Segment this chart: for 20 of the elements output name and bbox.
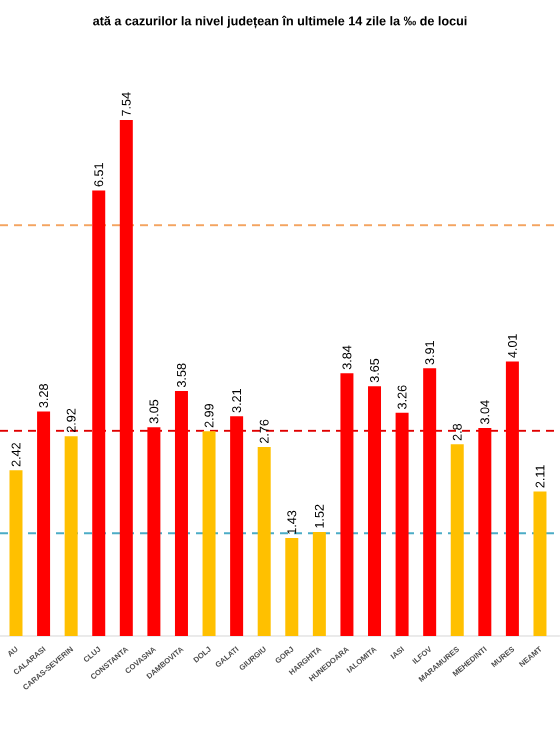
bar <box>340 373 354 636</box>
bar <box>368 386 382 636</box>
bar <box>395 412 409 636</box>
bar <box>230 416 244 636</box>
bar <box>423 368 437 636</box>
bar <box>285 538 299 636</box>
bar <box>505 361 519 636</box>
bar <box>92 190 106 636</box>
bar <box>312 531 326 636</box>
bar <box>450 444 464 636</box>
bar <box>147 427 161 636</box>
bar <box>174 390 188 636</box>
bar <box>37 411 51 636</box>
bar <box>257 447 271 636</box>
bar <box>119 119 133 636</box>
bar <box>64 436 78 636</box>
bar <box>202 431 216 636</box>
bar <box>478 427 492 636</box>
bar <box>9 470 23 636</box>
bar <box>533 491 547 636</box>
